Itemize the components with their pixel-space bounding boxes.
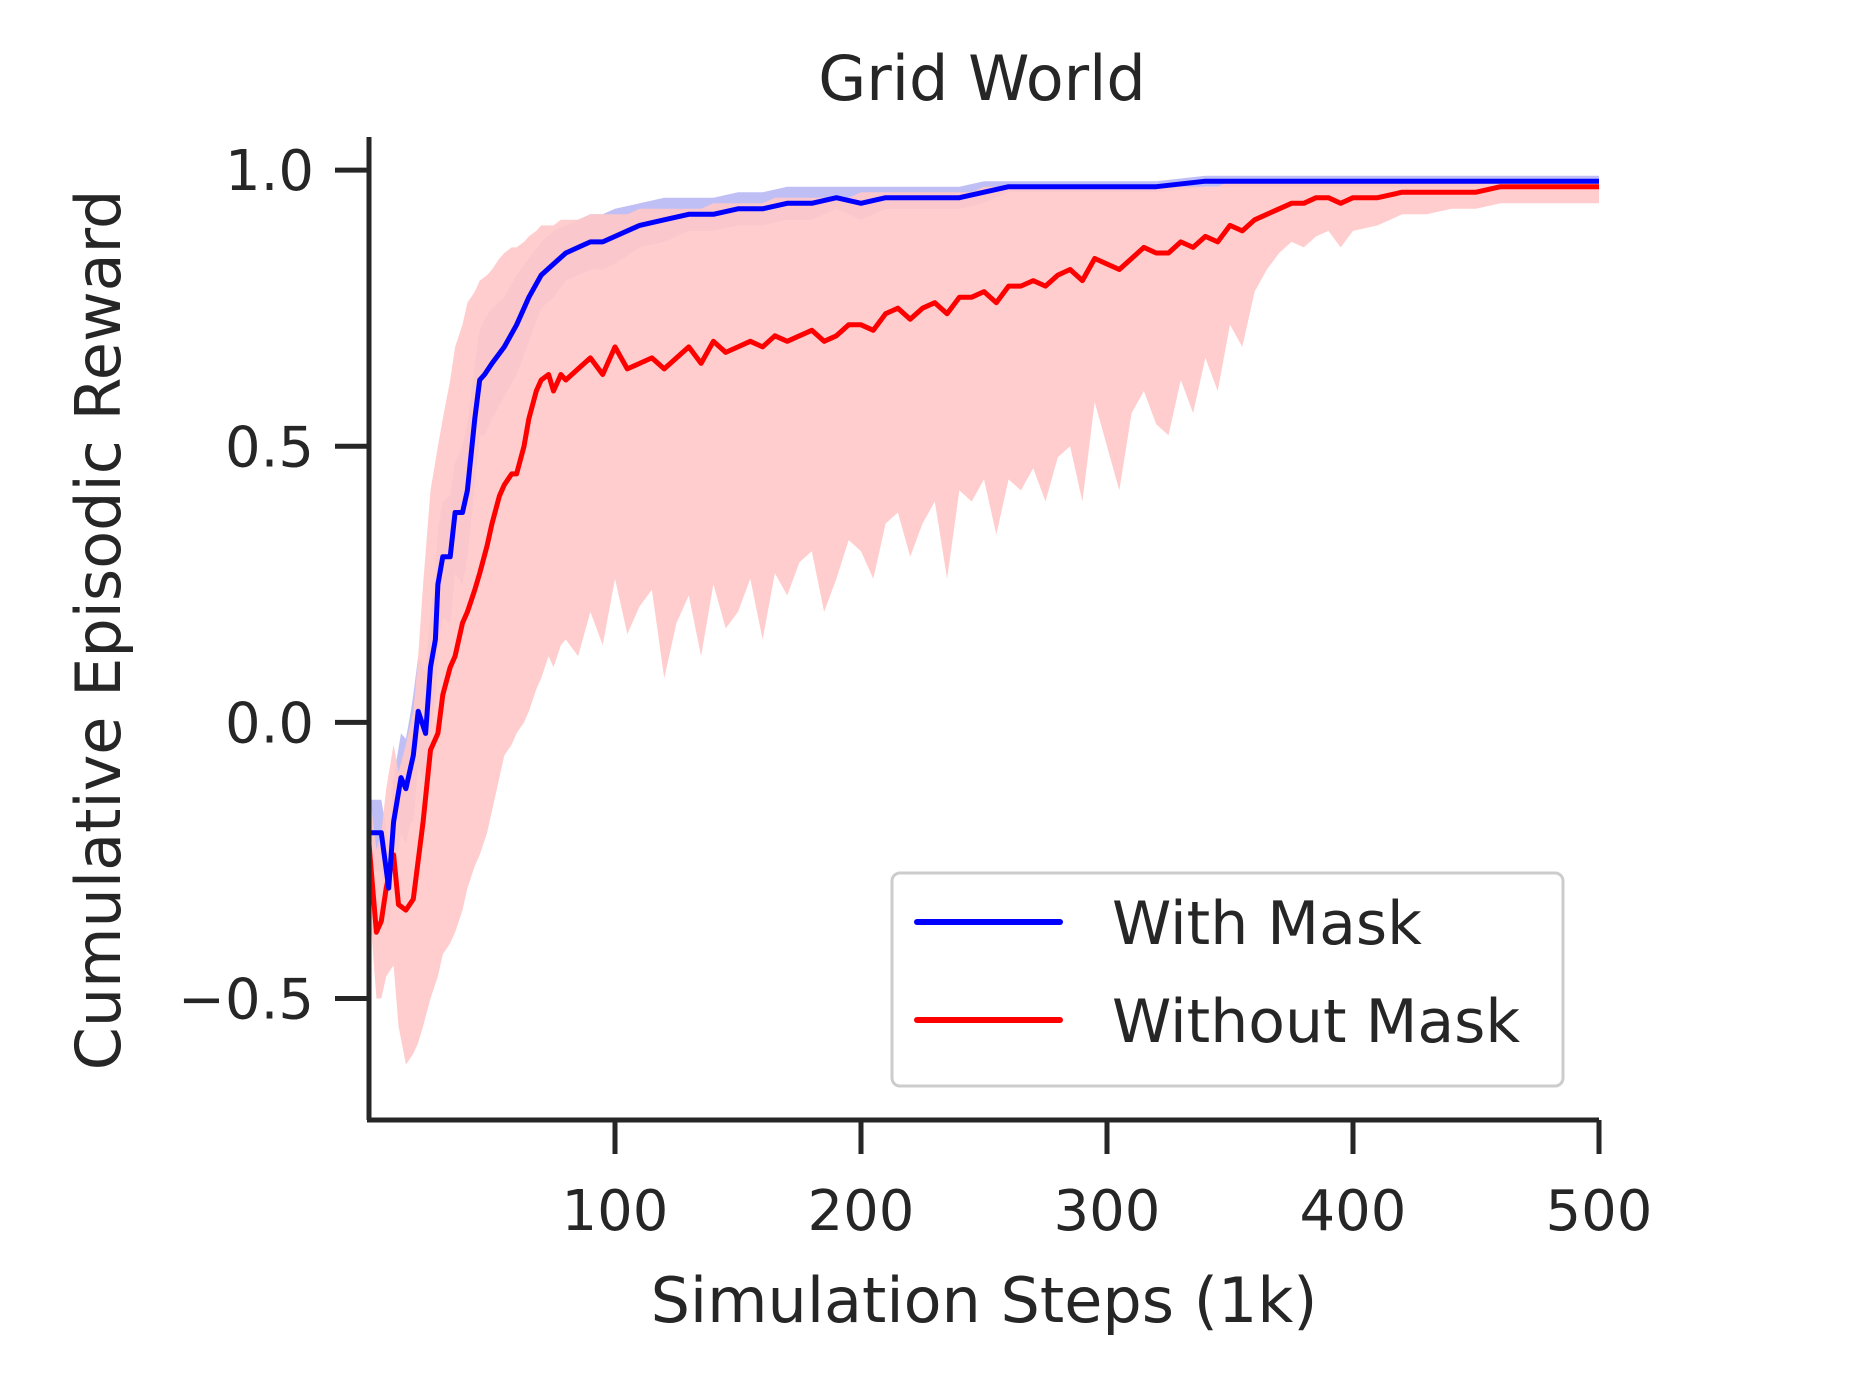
y-tick-label: −0.5	[178, 968, 314, 1033]
band-without-mask	[369, 181, 1599, 1065]
y-ticks: −0.5 0.0 0.5 1.0	[178, 139, 369, 1033]
y-tick-label: 1.0	[225, 139, 314, 204]
x-tick-label: 200	[808, 1179, 915, 1244]
legend-label-with-mask: With Mask	[1112, 889, 1422, 959]
confidence-bands	[369, 175, 1599, 1065]
x-tick-label: 100	[562, 1179, 669, 1244]
y-tick-label: 0.0	[225, 691, 314, 756]
x-tick-label: 300	[1054, 1179, 1161, 1244]
line-with-mask	[369, 178, 1599, 891]
x-ticks: 100 200 300 400 500	[562, 1120, 1653, 1244]
series-lines	[366, 178, 1599, 935]
y-tick-label: 0.5	[225, 415, 314, 480]
line-without-mask	[366, 184, 1599, 935]
x-tick-label: 500	[1546, 1179, 1653, 1244]
legend-label-without-mask: Without Mask	[1112, 987, 1520, 1057]
chart-title: Grid World	[818, 42, 1146, 115]
x-axis-label: Simulation Steps (1k)	[651, 1264, 1318, 1337]
legend-box	[890, 871, 1565, 1088]
legend: With Mask Without Mask	[890, 871, 1565, 1088]
x-tick-label: 400	[1300, 1179, 1407, 1244]
axes	[366, 137, 1599, 1123]
y-axis-label: Cumulative Episodic Reward	[62, 190, 135, 1071]
